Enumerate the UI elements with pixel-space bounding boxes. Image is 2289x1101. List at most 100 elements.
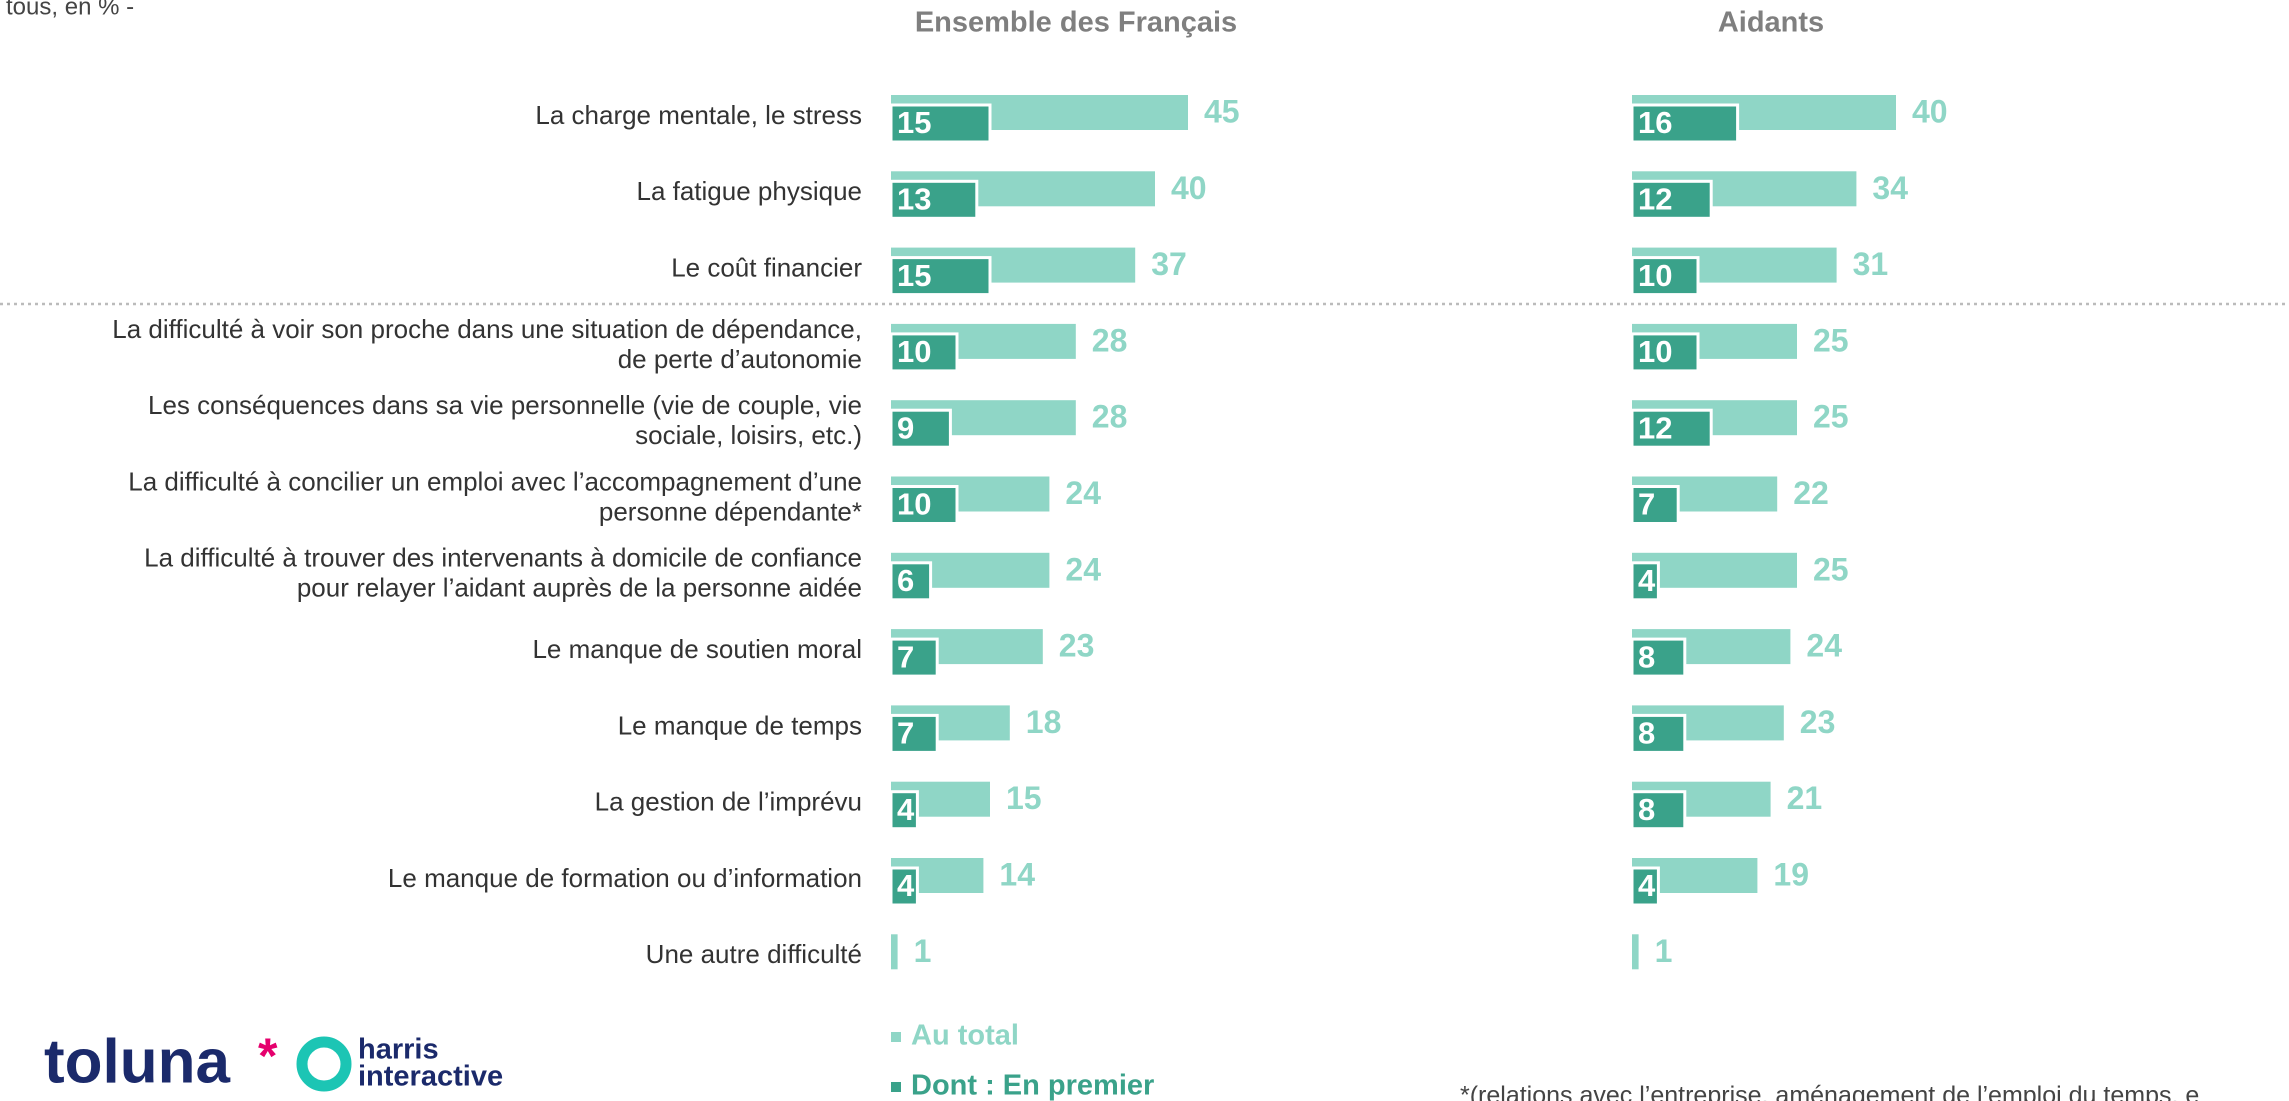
category-label: pour relayer l’aidant auprès de la perso… <box>297 573 862 603</box>
bar-first <box>889 637 939 678</box>
bar-total <box>891 934 898 970</box>
value-label: 12 <box>1638 181 1672 216</box>
value-label: 45 <box>1204 93 1240 129</box>
value-label: 12 <box>1638 410 1672 445</box>
bar-total <box>1632 934 1639 970</box>
bar-first <box>889 866 919 907</box>
value-label: 4 <box>897 868 915 903</box>
legend-swatch <box>891 1082 901 1092</box>
bar-first <box>889 790 919 831</box>
value-label: 13 <box>897 181 931 216</box>
logo-text: interactive <box>358 1061 503 1093</box>
value-label: 34 <box>1872 170 1908 206</box>
value-label: 15 <box>897 105 931 140</box>
value-label: 10 <box>897 487 931 522</box>
value-label: 18 <box>1026 704 1062 740</box>
bar-first <box>1630 103 1740 144</box>
category-label: Le manque de formation ou d’information <box>388 863 862 893</box>
category-label: Le manque de soutien moral <box>532 634 862 664</box>
bar-first <box>1630 713 1687 754</box>
value-label: 19 <box>1773 856 1809 892</box>
value-label: 22 <box>1793 475 1829 511</box>
value-label: 37 <box>1151 246 1187 282</box>
bar-first <box>1630 637 1687 678</box>
value-label: 25 <box>1813 322 1849 358</box>
bar-first <box>889 408 952 449</box>
value-label: 28 <box>1092 399 1128 435</box>
value-label: 24 <box>1065 551 1101 587</box>
category-label: Le manque de temps <box>618 710 862 740</box>
category-label: Les conséquences dans sa vie personnelle… <box>148 390 862 420</box>
category-label: sociale, loisirs, etc.) <box>635 420 862 450</box>
value-label: 1 <box>914 933 932 969</box>
value-label: 7 <box>897 716 914 751</box>
category-label: personne dépendante* <box>599 496 862 526</box>
category-label: La difficulté à voir son proche dans une… <box>112 314 862 344</box>
category-label: La difficulté à trouver des intervenants… <box>144 543 862 573</box>
value-label: 4 <box>897 792 915 827</box>
value-label: 4 <box>1638 563 1656 598</box>
value-label: 40 <box>1912 93 1948 129</box>
bar-first <box>1630 485 1680 525</box>
value-label: 8 <box>1638 716 1655 751</box>
value-label: 28 <box>1092 322 1128 358</box>
panel-title: Aidants <box>1718 7 1824 39</box>
value-label: 16 <box>1638 105 1672 140</box>
bar-first <box>1630 256 1700 297</box>
bar-first <box>889 485 959 525</box>
bar-first <box>889 103 992 144</box>
value-label: 8 <box>1638 792 1655 827</box>
legend-swatch <box>891 1032 901 1042</box>
value-label: 7 <box>1638 487 1655 522</box>
bar-first <box>889 561 933 602</box>
bar-first <box>1630 561 1660 602</box>
bar-first <box>1630 866 1660 907</box>
legend-label: Au total <box>911 1020 1019 1052</box>
value-label: 24 <box>1065 475 1101 511</box>
category-label: La fatigue physique <box>636 176 862 206</box>
bar-first <box>889 179 979 220</box>
value-label: 10 <box>1638 258 1672 293</box>
value-label: 15 <box>1006 780 1042 816</box>
category-label: La charge mentale, le stress <box>535 100 862 130</box>
value-label: 10 <box>1638 334 1672 369</box>
value-label: 21 <box>1787 780 1823 816</box>
value-label: 14 <box>999 856 1035 892</box>
value-label: 7 <box>897 639 914 674</box>
value-label: 10 <box>897 334 931 369</box>
category-label: Le coût financier <box>671 252 862 282</box>
category-label: Une autre difficulté <box>646 939 862 969</box>
value-label: 25 <box>1813 551 1849 587</box>
value-label: 8 <box>1638 639 1655 674</box>
value-label: 15 <box>897 258 931 293</box>
footnote: *(relations avec l’entreprise, aménageme… <box>1460 1082 2199 1101</box>
bar-first <box>889 332 959 373</box>
category-label: La gestion de l’imprévu <box>595 787 862 817</box>
category-label: La difficulté à concilier un emploi avec… <box>128 466 862 496</box>
subtitle: à tous, en % - <box>0 0 134 20</box>
value-label: 23 <box>1800 704 1836 740</box>
category-label: de perte d’autonomie <box>618 344 862 374</box>
logo: toluna * harris interactive <box>44 1027 503 1096</box>
value-label: 31 <box>1853 246 1889 282</box>
panel-title: Ensemble des Français <box>915 7 1237 39</box>
value-label: 40 <box>1171 170 1207 206</box>
logo-text: toluna <box>44 1027 230 1096</box>
logo-star: * <box>258 1028 278 1084</box>
bar-first <box>1630 179 1713 220</box>
logo-circle <box>296 1036 352 1092</box>
value-label: 4 <box>1638 868 1656 903</box>
value-label: 6 <box>897 563 914 598</box>
legend-label: Dont : En premier <box>911 1070 1154 1101</box>
value-label: 23 <box>1059 628 1095 664</box>
bar-first <box>889 713 939 754</box>
value-label: 25 <box>1813 399 1849 435</box>
bar-first <box>1630 332 1700 373</box>
value-label: 1 <box>1655 933 1673 969</box>
value-label: 9 <box>897 410 914 445</box>
logo-text: harris <box>358 1034 439 1066</box>
value-label: 24 <box>1806 628 1842 664</box>
bar-first <box>1630 408 1713 449</box>
bar-first <box>1630 790 1687 831</box>
